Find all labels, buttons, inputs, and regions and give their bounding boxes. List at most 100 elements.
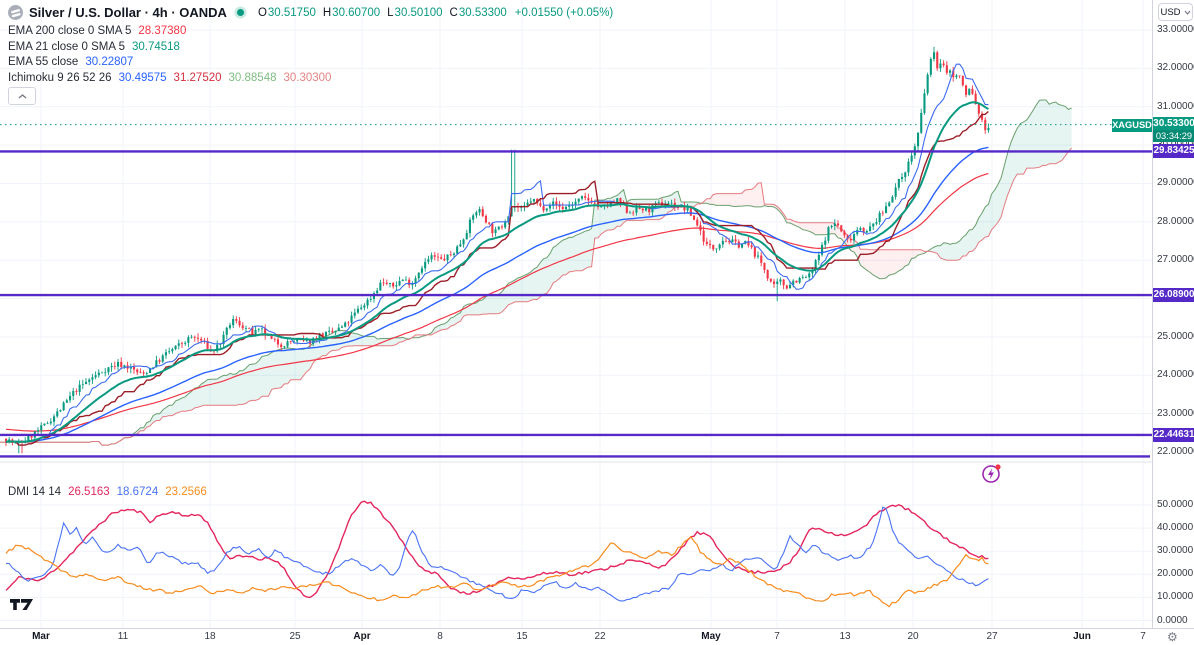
market-status-dot[interactable] bbox=[236, 9, 244, 16]
time-label: 8 bbox=[437, 631, 443, 642]
time-label: Mar bbox=[32, 631, 50, 642]
time-label: 7 bbox=[1140, 631, 1146, 642]
ema-200-line bbox=[5, 172, 989, 432]
dmi-tick: 10.0000 bbox=[1157, 591, 1194, 603]
time-label: 7 bbox=[774, 631, 780, 642]
dmi-tick: 20.0000 bbox=[1157, 568, 1194, 580]
ema-21-line bbox=[5, 101, 989, 443]
last-price-value: 30.53300 bbox=[1153, 118, 1194, 129]
high-label: H bbox=[322, 6, 332, 19]
dmi-tick: 40.0000 bbox=[1157, 522, 1194, 534]
time-label: 22 bbox=[594, 631, 606, 642]
level-price-label: 22.44631 bbox=[1153, 427, 1194, 442]
time-label: Apr bbox=[353, 631, 371, 642]
chevron-down-icon bbox=[1184, 10, 1190, 15]
alert-flash-icon[interactable] bbox=[981, 463, 1003, 485]
indicator-value: 30.30300 bbox=[283, 71, 332, 84]
high-value: 30.60700 bbox=[332, 6, 381, 19]
close-label: C bbox=[449, 6, 458, 19]
change-value: +0.01550 (+0.05%) bbox=[514, 6, 614, 19]
tradingview-logo[interactable] bbox=[9, 597, 35, 612]
currency-label: USD bbox=[1160, 6, 1181, 18]
open-label: O bbox=[257, 6, 267, 19]
indicator-value: 30.74518 bbox=[131, 40, 180, 53]
dmi-lines bbox=[5, 500, 989, 608]
dmi-tick: 0.0000 bbox=[1157, 614, 1188, 626]
ema-55-line bbox=[5, 146, 989, 443]
symbol-title[interactable]: Silver / U.S. Dollar · 4h · OANDA bbox=[29, 5, 227, 20]
close-value: 30.53300 bbox=[458, 6, 507, 19]
kijun-line bbox=[5, 110, 989, 446]
dmi-line-adx bbox=[5, 500, 989, 599]
dmi-tick: 50.0000 bbox=[1157, 499, 1194, 510]
time-label: 20 bbox=[907, 631, 919, 642]
indicator-value: 23.2566 bbox=[165, 486, 207, 498]
indicator-row[interactable]: Ichimoku 9 26 52 26 30.49575 31.27520 30.88… bbox=[8, 72, 613, 84]
indicator-name: EMA 55 close bbox=[8, 56, 79, 68]
last-price-axis-label: 30.53300 03:34:29 bbox=[1153, 117, 1194, 142]
indicator-value: 31.27520 bbox=[173, 71, 222, 84]
time-axis[interactable]: ⚙ Mar 11 18 25 Apr 8 15 22 May 7 13 20 27 Jun 7 bbox=[0, 628, 1194, 645]
candlesticks bbox=[5, 46, 990, 454]
low-value: 30.50100 bbox=[394, 6, 443, 19]
dmi-line-di bbox=[5, 506, 989, 602]
indicator-value: 30.49575 bbox=[118, 71, 167, 84]
indicator-name: EMA 21 close 0 SMA 5 bbox=[8, 40, 125, 53]
ichimoku-cloud bbox=[89, 100, 1072, 446]
currency-toggle-button[interactable]: USD bbox=[1158, 3, 1193, 21]
indicator-row[interactable]: EMA 55 close 30.22807 bbox=[8, 56, 613, 68]
chart-header: Silver / U.S. Dollar · 4h · OANDA O30.51… bbox=[8, 5, 613, 105]
symbol-title-row: Silver / U.S. Dollar · 4h · OANDA O30.51… bbox=[8, 5, 613, 20]
alert-notification-dot bbox=[995, 464, 1001, 470]
dmi-legend[interactable]: DMI 14 14 26.5163 18.6724 23.2566 bbox=[8, 486, 207, 502]
senkou-b-line bbox=[0, 147, 1072, 446]
time-label: 13 bbox=[839, 631, 851, 642]
dmi-indicator-row[interactable]: DMI 14 14 26.5163 18.6724 23.2566 bbox=[8, 486, 207, 498]
indicator-row[interactable]: EMA 200 close 0 SMA 5 28.37380 bbox=[8, 25, 613, 37]
time-label: 11 bbox=[117, 631, 129, 642]
indicator-row[interactable]: EMA 21 close 0 SMA 5 30.74518 bbox=[8, 41, 613, 53]
dmi-tick: 30.0000 bbox=[1157, 545, 1194, 557]
indicator-legend: EMA 200 close 0 SMA 5 28.37380 EMA 21 clos… bbox=[8, 25, 613, 84]
level-price-label: 29.83425 bbox=[1153, 144, 1194, 159]
indicator-value: 26.5163 bbox=[68, 486, 110, 498]
low-label: L bbox=[387, 6, 394, 19]
grid-lines bbox=[0, 0, 1152, 628]
time-label: 25 bbox=[289, 631, 301, 642]
collapse-legend-button[interactable] bbox=[8, 87, 36, 105]
indicator-name: EMA 200 close 0 SMA 5 bbox=[8, 25, 132, 37]
indicator-value: 30.88548 bbox=[228, 71, 277, 84]
indicator-value: 30.22807 bbox=[85, 56, 134, 68]
indicator-name: Ichimoku 9 26 52 26 bbox=[8, 71, 112, 84]
time-label: 15 bbox=[516, 631, 528, 642]
ohlc-values: O30.51750 H30.60700 L30.50100 C30.53300 … bbox=[258, 7, 613, 19]
time-label: May bbox=[701, 631, 721, 642]
bar-countdown: 03:34:29 bbox=[1153, 130, 1194, 142]
indicator-name: DMI 14 14 bbox=[8, 486, 62, 498]
dmi-line-di bbox=[5, 536, 989, 608]
chevron-up-icon bbox=[18, 93, 26, 99]
tenkan-line bbox=[5, 63, 989, 446]
symbol-logo-icon bbox=[8, 5, 23, 20]
level-price-label: 26.08900 bbox=[1153, 288, 1194, 303]
indicator-value: 18.6724 bbox=[116, 486, 159, 498]
indicator-value: 28.37380 bbox=[138, 25, 187, 37]
settings-icon[interactable]: ⚙ bbox=[1167, 630, 1178, 644]
time-label: 18 bbox=[204, 631, 216, 642]
time-label: Jun bbox=[1073, 631, 1091, 642]
open-value: 30.51750 bbox=[267, 6, 316, 19]
ticker-axis-tag: XAGUSD bbox=[1112, 119, 1152, 132]
